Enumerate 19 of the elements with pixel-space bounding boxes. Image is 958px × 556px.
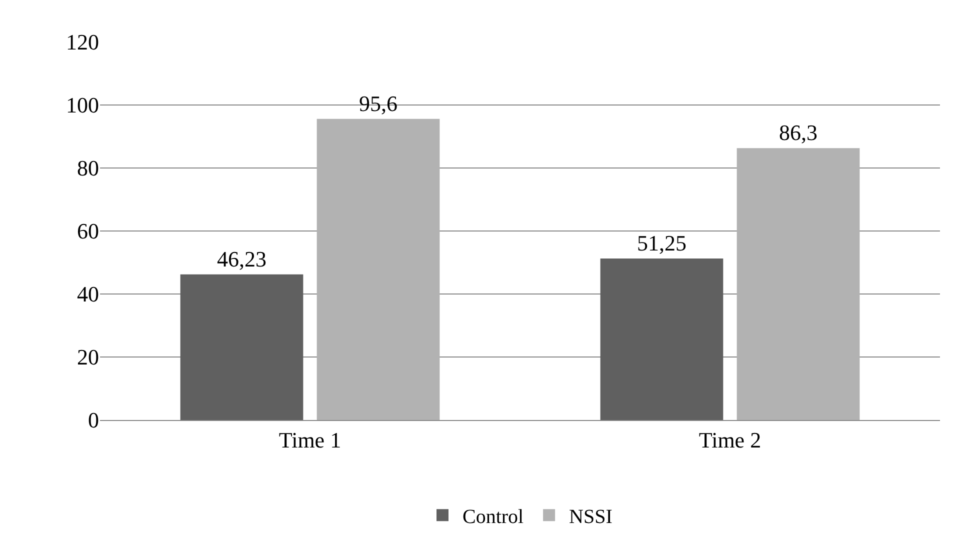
legend-label: Control: [462, 506, 524, 528]
data-label: 95,6: [359, 90, 398, 116]
data-label: 51,25: [637, 230, 686, 256]
y-tick-label: 120: [66, 30, 99, 55]
x-tick-label: Time 2: [698, 427, 762, 452]
data-label: 46,23: [217, 246, 266, 272]
bar: [600, 258, 724, 420]
y-tick-label: 80: [77, 156, 99, 181]
y-tick-label: 100: [66, 92, 99, 118]
y-tick-label: 40: [77, 282, 99, 307]
legend-label: NSSI: [569, 506, 612, 528]
y-tick-label: 20: [77, 344, 99, 370]
data-label: 86,3: [779, 120, 818, 146]
bar: [316, 118, 440, 420]
bar: [180, 274, 304, 420]
x-tick-label: Time 1: [278, 427, 342, 452]
y-tick-label: 0: [88, 408, 99, 433]
bar: [736, 148, 860, 420]
y-tick-label: 60: [77, 218, 99, 244]
